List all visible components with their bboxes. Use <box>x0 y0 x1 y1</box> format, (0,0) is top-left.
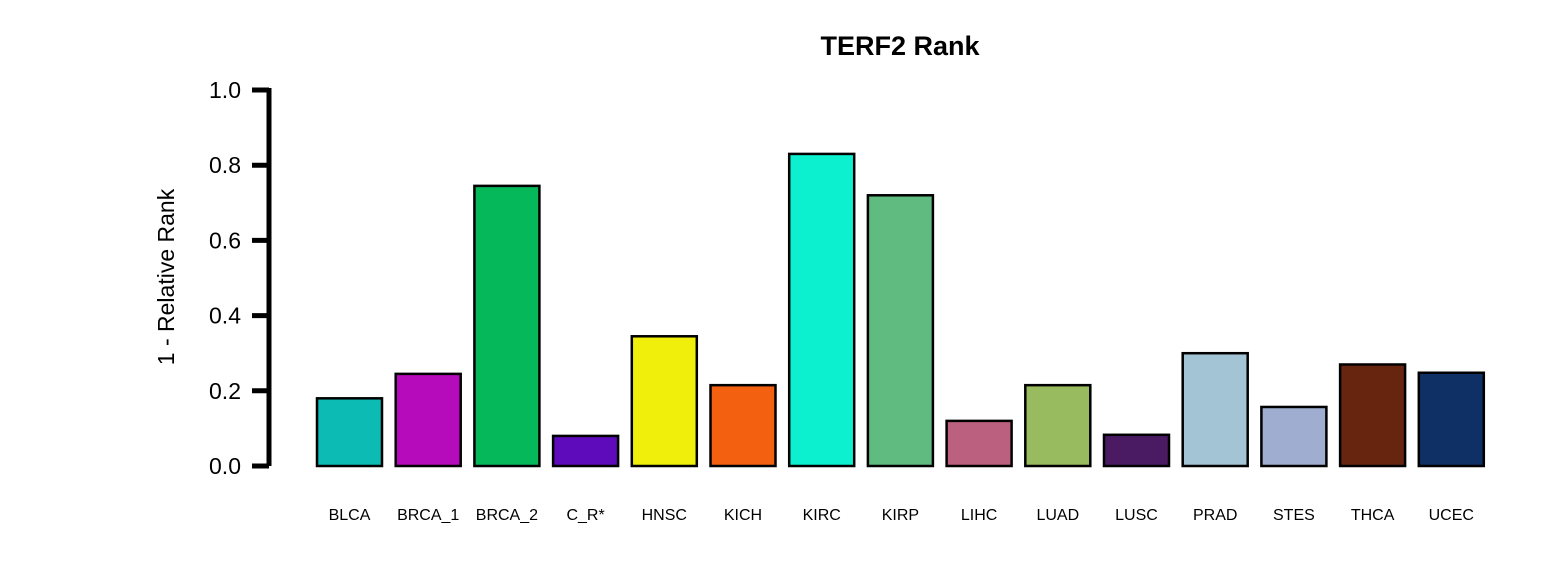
bar-brca-1 <box>394 372 462 468</box>
x-tick-label: THCA <box>1351 507 1395 524</box>
bar-c-r <box>551 434 620 468</box>
bar-brca-2 <box>473 184 541 468</box>
bar-stes <box>1260 405 1328 468</box>
y-tick-label: 1.0 <box>209 77 241 103</box>
bar-lusc <box>1102 433 1171 468</box>
y-axis-label: 1 - Relative Rank <box>153 188 179 365</box>
x-tick-label: C_R* <box>566 507 604 524</box>
x-tick-label: PRAD <box>1193 507 1237 524</box>
x-axis-tick-labels: BLCA BRCA_1 BRCA_2 C_R* HNSC KICH KIRC KIRP LIHC… <box>329 507 1474 524</box>
bar-ucec <box>1417 371 1486 468</box>
x-tick-label: BRCA_2 <box>476 507 538 524</box>
x-tick-label: HNSC <box>642 507 687 524</box>
x-tick-label: KICH <box>724 507 762 524</box>
x-tick-label: KIRC <box>803 507 841 524</box>
bar-blca <box>315 397 384 468</box>
x-tick-label: UCEC <box>1429 507 1474 524</box>
x-tick-label: LUAD <box>1036 507 1079 524</box>
bar-kirc <box>787 152 856 468</box>
bars <box>315 152 1486 468</box>
x-tick-label: LUSC <box>1115 507 1158 524</box>
x-tick-label: STES <box>1273 507 1315 524</box>
bar-thca <box>1338 363 1407 468</box>
y-tick-label: 0.8 <box>209 152 241 178</box>
y-tick-label: 0.0 <box>209 453 241 479</box>
bar-luad <box>1024 383 1092 468</box>
chart-title: TERF2 Rank <box>820 31 980 61</box>
y-tick-label: 0.2 <box>209 378 241 404</box>
y-axis-ticks: 0.0 0.2 0.4 0.6 0.8 1.0 <box>209 77 269 479</box>
x-tick-label: KIRP <box>882 507 919 524</box>
x-tick-label: LIHC <box>961 507 997 524</box>
bar-kich <box>709 383 777 468</box>
x-tick-label: BRCA_1 <box>397 507 459 524</box>
bar-prad <box>1181 351 1249 468</box>
x-tick-label: BLCA <box>329 507 371 524</box>
bar-lihc <box>945 419 1013 468</box>
y-tick-label: 0.4 <box>209 303 241 329</box>
bar-kirp <box>866 194 935 468</box>
y-tick-label: 0.6 <box>209 227 241 253</box>
bar-hnsc <box>630 335 699 468</box>
